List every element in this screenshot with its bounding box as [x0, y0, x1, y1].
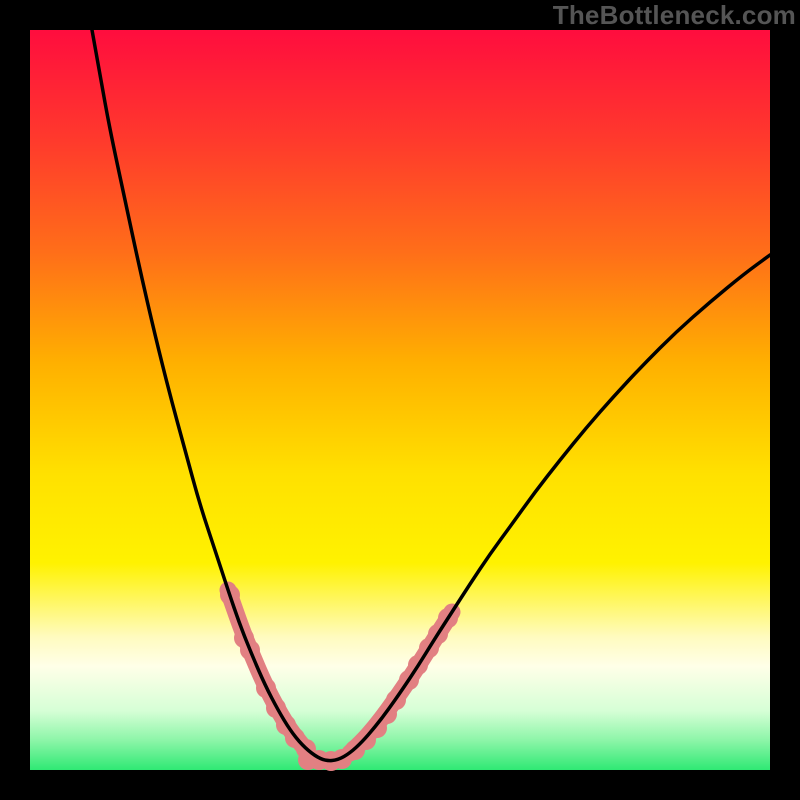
- chart-svg: [0, 0, 800, 800]
- plot-area: [30, 30, 770, 771]
- watermark: TheBottleneck.com: [553, 0, 796, 31]
- chart-frame: TheBottleneck.com: [0, 0, 800, 800]
- plot-background: [30, 30, 770, 770]
